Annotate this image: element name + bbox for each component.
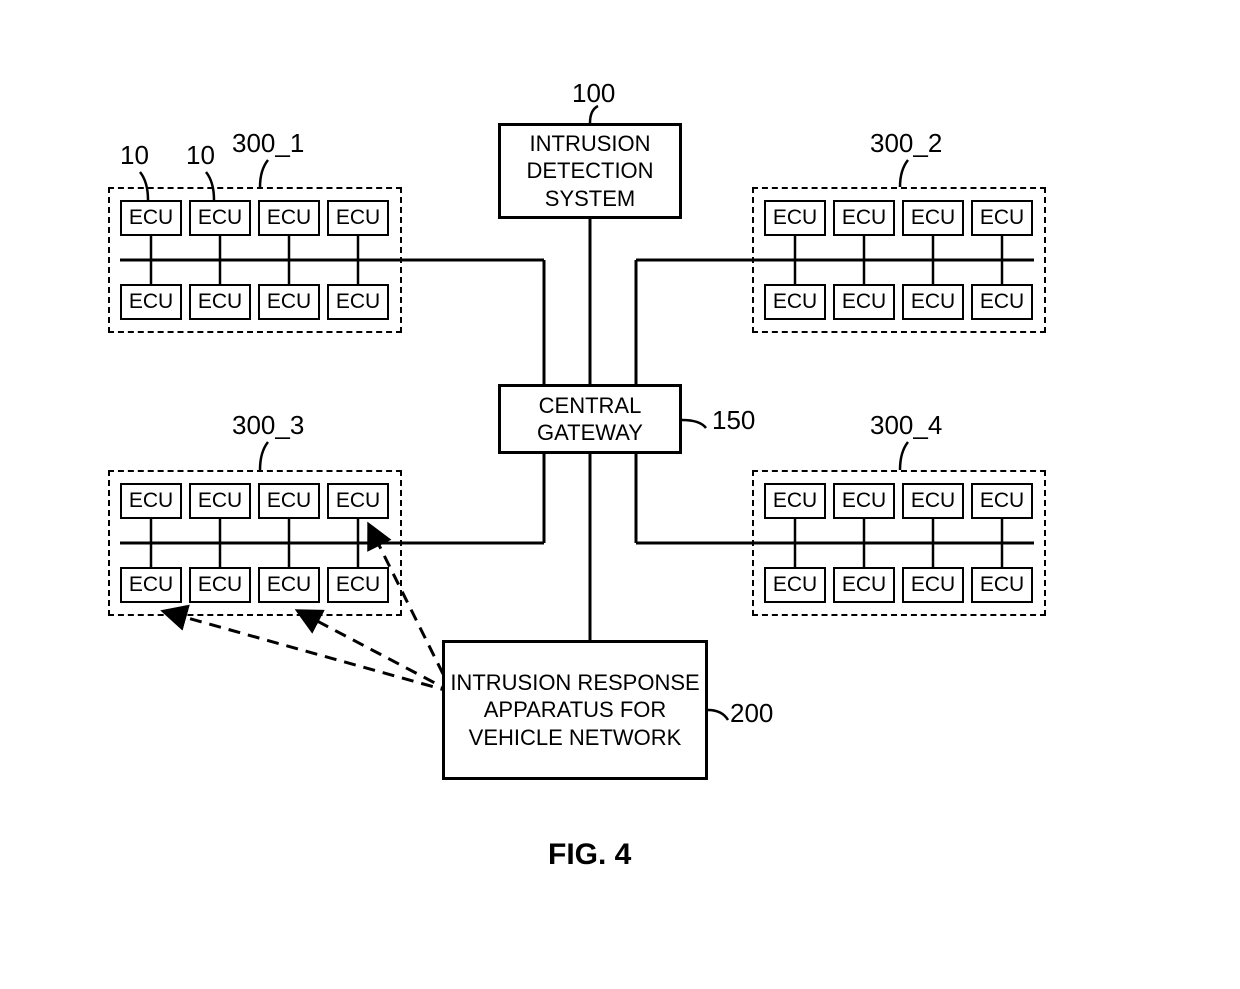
ecu-box: ECU bbox=[189, 200, 251, 236]
ref-label-300-3: 300_3 bbox=[232, 410, 304, 441]
ecu-box: ECU bbox=[764, 284, 826, 320]
ref-label-200: 200 bbox=[730, 698, 773, 729]
ecu-box: ECU bbox=[189, 483, 251, 519]
ecu-box: ECU bbox=[327, 567, 389, 603]
ecu-box: ECU bbox=[327, 200, 389, 236]
ref-label-300-1: 300_1 bbox=[232, 128, 304, 159]
ref-label-300-4: 300_4 bbox=[870, 410, 942, 441]
ecu-box: ECU bbox=[971, 567, 1033, 603]
ecu-box: ECU bbox=[327, 483, 389, 519]
ref-label-150: 150 bbox=[712, 405, 755, 436]
ecu-box: ECU bbox=[258, 200, 320, 236]
ira-block: INTRUSION RESPONSE APPARATUS FOR VEHICLE… bbox=[442, 640, 708, 780]
ids-block: INTRUSION DETECTION SYSTEM bbox=[498, 123, 682, 219]
ids-block-label: INTRUSION DETECTION SYSTEM bbox=[501, 130, 679, 213]
ecu-box: ECU bbox=[833, 567, 895, 603]
ira-block-label: INTRUSION RESPONSE APPARATUS FOR VEHICLE… bbox=[445, 669, 705, 752]
ecu-box: ECU bbox=[902, 200, 964, 236]
ecu-box: ECU bbox=[189, 284, 251, 320]
ecu-box: ECU bbox=[258, 567, 320, 603]
ecu-box: ECU bbox=[971, 200, 1033, 236]
ecu-box: ECU bbox=[971, 284, 1033, 320]
ecu-box: ECU bbox=[258, 284, 320, 320]
ecu-box: ECU bbox=[833, 483, 895, 519]
ref-label-300-2: 300_2 bbox=[870, 128, 942, 159]
gateway-block: CENTRAL GATEWAY bbox=[498, 384, 682, 454]
ecu-box: ECU bbox=[189, 567, 251, 603]
ecu-box: ECU bbox=[833, 200, 895, 236]
ecu-box: ECU bbox=[764, 483, 826, 519]
ref-label-10b: 10 bbox=[186, 140, 215, 171]
ecu-box: ECU bbox=[764, 567, 826, 603]
ecu-box: ECU bbox=[902, 567, 964, 603]
ecu-box: ECU bbox=[258, 483, 320, 519]
ecu-box: ECU bbox=[120, 567, 182, 603]
ecu-box: ECU bbox=[833, 284, 895, 320]
ecu-box: ECU bbox=[327, 284, 389, 320]
figure-4-diagram: INTRUSION DETECTION SYSTEM CENTRAL GATEW… bbox=[0, 0, 1240, 989]
ecu-box: ECU bbox=[971, 483, 1033, 519]
ecu-box: ECU bbox=[902, 483, 964, 519]
ecu-box: ECU bbox=[120, 200, 182, 236]
ecu-box: ECU bbox=[120, 284, 182, 320]
ref-label-100: 100 bbox=[572, 78, 615, 109]
ecu-box: ECU bbox=[120, 483, 182, 519]
ecu-box: ECU bbox=[902, 284, 964, 320]
ref-label-10a: 10 bbox=[120, 140, 149, 171]
gateway-block-label: CENTRAL GATEWAY bbox=[501, 392, 679, 447]
ecu-box: ECU bbox=[764, 200, 826, 236]
figure-caption: FIG. 4 bbox=[548, 838, 631, 872]
